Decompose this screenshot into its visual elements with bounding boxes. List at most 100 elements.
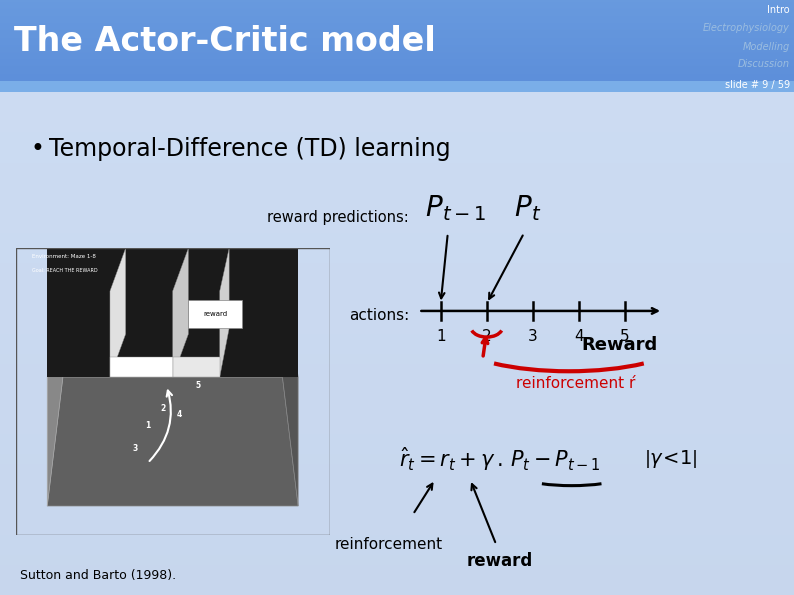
Bar: [0, 142, 794, 152]
Bar: [0, 13, 794, 14]
Text: Sutton and Barto (1998).: Sutton and Barto (1998).: [20, 569, 176, 582]
Bar: [0, 102, 794, 112]
Bar: [0, 49, 794, 50]
Bar: [0, 585, 794, 595]
Bar: [0, 52, 794, 54]
Bar: [0, 58, 794, 59]
Polygon shape: [48, 377, 299, 506]
Bar: [0, 223, 794, 233]
Text: reward predictions:: reward predictions:: [267, 211, 409, 226]
Bar: [0, 434, 794, 444]
Bar: [0, 494, 794, 505]
Bar: [0, 45, 794, 46]
Bar: [0, 273, 794, 283]
Bar: [0, 324, 794, 334]
Bar: [0, 76, 794, 77]
Polygon shape: [283, 262, 299, 506]
Bar: [0, 263, 794, 273]
Bar: [0, 21, 794, 22]
Bar: [0, 24, 794, 25]
Bar: [0, 12, 794, 13]
Bar: [0, 162, 794, 173]
Bar: [0, 75, 794, 76]
Text: 3: 3: [528, 328, 538, 343]
Bar: [0, 515, 794, 525]
Text: 1: 1: [436, 328, 445, 343]
Polygon shape: [173, 357, 220, 377]
Bar: [0, 84, 794, 85]
Bar: [0, 55, 794, 57]
Bar: [0, 444, 794, 454]
Bar: [0, 545, 794, 555]
Bar: [0, 353, 794, 364]
Text: Environment: Maze 1-8: Environment: Maze 1-8: [32, 254, 95, 259]
Bar: [0, 565, 794, 575]
Text: slide # 9 / 59: slide # 9 / 59: [725, 80, 790, 90]
Text: 3: 3: [133, 444, 137, 453]
Polygon shape: [173, 248, 188, 377]
Bar: [0, 33, 794, 34]
Bar: [0, 65, 794, 67]
Bar: [0, 484, 794, 494]
Bar: [0, 38, 794, 39]
Bar: [0, 424, 794, 434]
Bar: [0, 34, 794, 35]
Bar: [0, 40, 794, 42]
Bar: [0, 454, 794, 464]
Bar: [0, 91, 794, 92]
Bar: [0, 37, 794, 38]
Polygon shape: [48, 248, 299, 377]
Text: The Actor-Critic model: The Actor-Critic model: [14, 25, 436, 58]
Text: Intro: Intro: [768, 5, 790, 15]
Bar: [0, 283, 794, 293]
Polygon shape: [110, 248, 125, 377]
Bar: [0, 30, 794, 32]
Bar: [0, 59, 794, 60]
Bar: [0, 253, 794, 263]
Bar: [0, 474, 794, 484]
Bar: [0, 35, 794, 36]
Bar: [0, 89, 794, 90]
Bar: [0, 85, 794, 86]
Bar: [0, 18, 794, 20]
Bar: [0, 36, 794, 37]
Polygon shape: [188, 300, 241, 328]
Text: reward: reward: [203, 311, 227, 317]
Text: Electrophysiology: Electrophysiology: [703, 23, 790, 33]
Bar: [0, 213, 794, 223]
Bar: [0, 10, 794, 11]
Bar: [0, 2, 794, 3]
Bar: [0, 70, 794, 71]
Bar: [0, 17, 794, 18]
Bar: [0, 90, 794, 91]
Text: 4: 4: [176, 410, 182, 419]
Bar: [0, 11, 794, 12]
Bar: [0, 8, 794, 9]
Bar: [0, 57, 794, 58]
Polygon shape: [110, 357, 173, 377]
Bar: [0, 293, 794, 303]
Bar: [0, 3, 794, 4]
Bar: [0, 384, 794, 394]
Bar: [0, 77, 794, 79]
Bar: [0, 314, 794, 324]
Bar: [0, 51, 794, 52]
Bar: [0, 79, 794, 80]
Text: •: •: [30, 137, 44, 161]
Bar: [0, 39, 794, 40]
Bar: [0, 80, 794, 81]
Polygon shape: [63, 262, 283, 377]
Bar: [0, 62, 794, 64]
Bar: [0, 81, 794, 92]
Bar: [0, 203, 794, 213]
Text: 1: 1: [145, 421, 150, 430]
Bar: [0, 72, 794, 73]
Bar: [0, 43, 794, 44]
Bar: [0, 61, 794, 62]
Bar: [0, 1, 794, 2]
Bar: [0, 464, 794, 474]
Text: reward: reward: [467, 552, 534, 570]
Bar: [0, 54, 794, 55]
Bar: [0, 81, 794, 82]
Text: 5: 5: [620, 328, 630, 343]
